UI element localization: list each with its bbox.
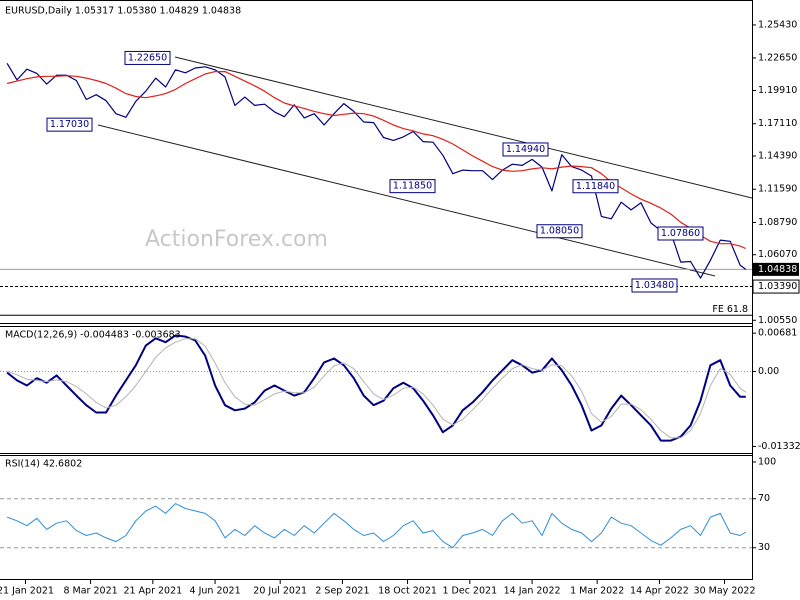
x-tick-label: 4 Jun 2021 (190, 586, 241, 597)
x-tick-label: 1 Mar 2022 (570, 586, 624, 597)
annotation-box (124, 50, 171, 65)
annotation-box (389, 179, 436, 194)
y-tick-label: 100 (758, 456, 776, 467)
annotation-label: 1.07860 (661, 228, 700, 239)
price-label: 1.04838 (758, 264, 797, 275)
series-line (6, 70, 747, 250)
trend-line (97, 124, 716, 277)
y-tick-label: 30 (758, 542, 770, 553)
annotation-label: 1.14940 (506, 144, 545, 155)
annotation-box (536, 224, 583, 239)
series-line (6, 503, 747, 549)
x-tick-label: 14 Apr 2022 (630, 586, 689, 597)
y-tick-label: 1.14390 (758, 150, 797, 161)
y-tick-label: 0.00681 (758, 328, 797, 339)
x-tick-label: 1 Dec 2021 (442, 586, 497, 597)
annotation-label: 1.11850 (393, 181, 432, 192)
annotation-label: 1.03480 (635, 280, 674, 291)
series-line (6, 62, 747, 279)
chart-title: RSI(14) 42.6802 (5, 459, 82, 470)
y-tick-label: 1.06070 (758, 249, 797, 260)
y-tick-label: 70 (758, 493, 770, 504)
y-tick-label: 1.19910 (758, 85, 797, 96)
x-tick-label: 21 Jan 2021 (0, 586, 54, 597)
annotation-box (631, 278, 678, 293)
x-tick-label: 8 Mar 2021 (63, 586, 117, 597)
annotation-label: 1.08050 (540, 226, 579, 237)
chart-title: MACD(12,26,9) -0.004483 -0.003683 (5, 330, 181, 341)
series-line (6, 338, 747, 439)
annotation-box (572, 179, 619, 194)
frame (0, 0, 753, 580)
level-label: FE 61.8 (712, 304, 748, 315)
annotation-label: 1.11840 (576, 181, 615, 192)
x-tick-label: 2 Sep 2021 (315, 586, 369, 597)
series-line (6, 334, 746, 442)
y-tick-label: 1.17110 (758, 118, 797, 129)
y-tick-label: 1.22650 (758, 52, 797, 63)
annotation-box (502, 142, 549, 157)
price-box (753, 262, 799, 276)
x-tick-label: 30 May 2022 (694, 586, 756, 597)
annotation-label: 1.22650 (128, 52, 167, 63)
y-tick-label: 1.00550 (758, 315, 797, 326)
x-tick-label: 18 Oct 2021 (378, 586, 437, 597)
x-tick-label: 14 Jan 2022 (504, 586, 561, 597)
y-tick-label: 1.11590 (758, 184, 797, 195)
x-tick-label: 21 Apr 2021 (123, 586, 182, 597)
annotation-label: 1.17030 (50, 119, 89, 130)
y-tick-label: -0.013329 (758, 441, 800, 452)
y-tick-label: 0.00 (758, 366, 779, 377)
y-tick-label: 1.25430 (758, 19, 797, 30)
annotation-box (46, 117, 93, 132)
trend-line (174, 56, 753, 199)
channel (97, 56, 753, 277)
annotation-box (657, 226, 704, 241)
level-label: 1.03390 (758, 281, 797, 292)
x-tick-label: 20 Jul 2021 (253, 586, 307, 597)
watermark: ActionForex.com (145, 227, 328, 252)
y-tick-label: 1.08790 (758, 217, 797, 228)
chart-title: EURUSD,Daily 1.05317 1.05380 1.04829 1.0… (5, 6, 241, 17)
